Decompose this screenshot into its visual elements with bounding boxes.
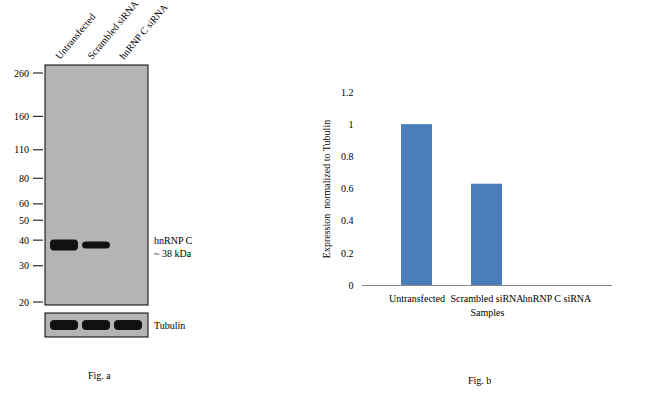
html-text:Fig. a: Fig. a (88, 370, 111, 381)
svg-text:0: 0 (349, 280, 354, 291)
svg-text:Samples: Samples (471, 307, 505, 318)
svg-text:0.6: 0.6 (341, 183, 354, 194)
svg-text:1.2: 1.2 (341, 87, 354, 98)
svg-text:0.8: 0.8 (341, 151, 354, 162)
svg-text:hnRNP C siRNA: hnRNP C siRNA (523, 293, 592, 304)
svg-text:Expression normalized to Tubu: Expression normalized to Tubulin (321, 120, 332, 258)
svg-text:Tubulin: Tubulin (154, 320, 185, 331)
svg-text:260: 260 (14, 68, 29, 79)
svg-text:Untransfected: Untransfected (389, 293, 445, 304)
svg-text:~ 38 kDa: ~ 38 kDa (154, 248, 192, 259)
svg-text:60: 60 (19, 198, 29, 209)
svg-text:160: 160 (14, 111, 29, 122)
svg-text:30: 30 (19, 260, 29, 271)
svg-text:50: 50 (19, 215, 29, 226)
svg-text:hnRNP C siRNA: hnRNP C siRNA (117, 1, 170, 61)
svg-text:1: 1 (349, 119, 354, 130)
svg-text:0.4: 0.4 (341, 215, 354, 226)
svg-text:80: 80 (19, 173, 29, 184)
svg-text:40: 40 (19, 235, 29, 246)
svg-text:0.2: 0.2 (341, 248, 354, 259)
svg-text:110: 110 (14, 144, 29, 155)
svg-text:20: 20 (19, 297, 29, 308)
svg-text:Untransfected: Untransfected (53, 11, 98, 62)
svg-text:Scrambled siRNA: Scrambled siRNA (450, 293, 524, 304)
html-text:Fig. b: Fig. b (468, 375, 492, 386)
svg-text:hnRNP C: hnRNP C (154, 235, 193, 246)
